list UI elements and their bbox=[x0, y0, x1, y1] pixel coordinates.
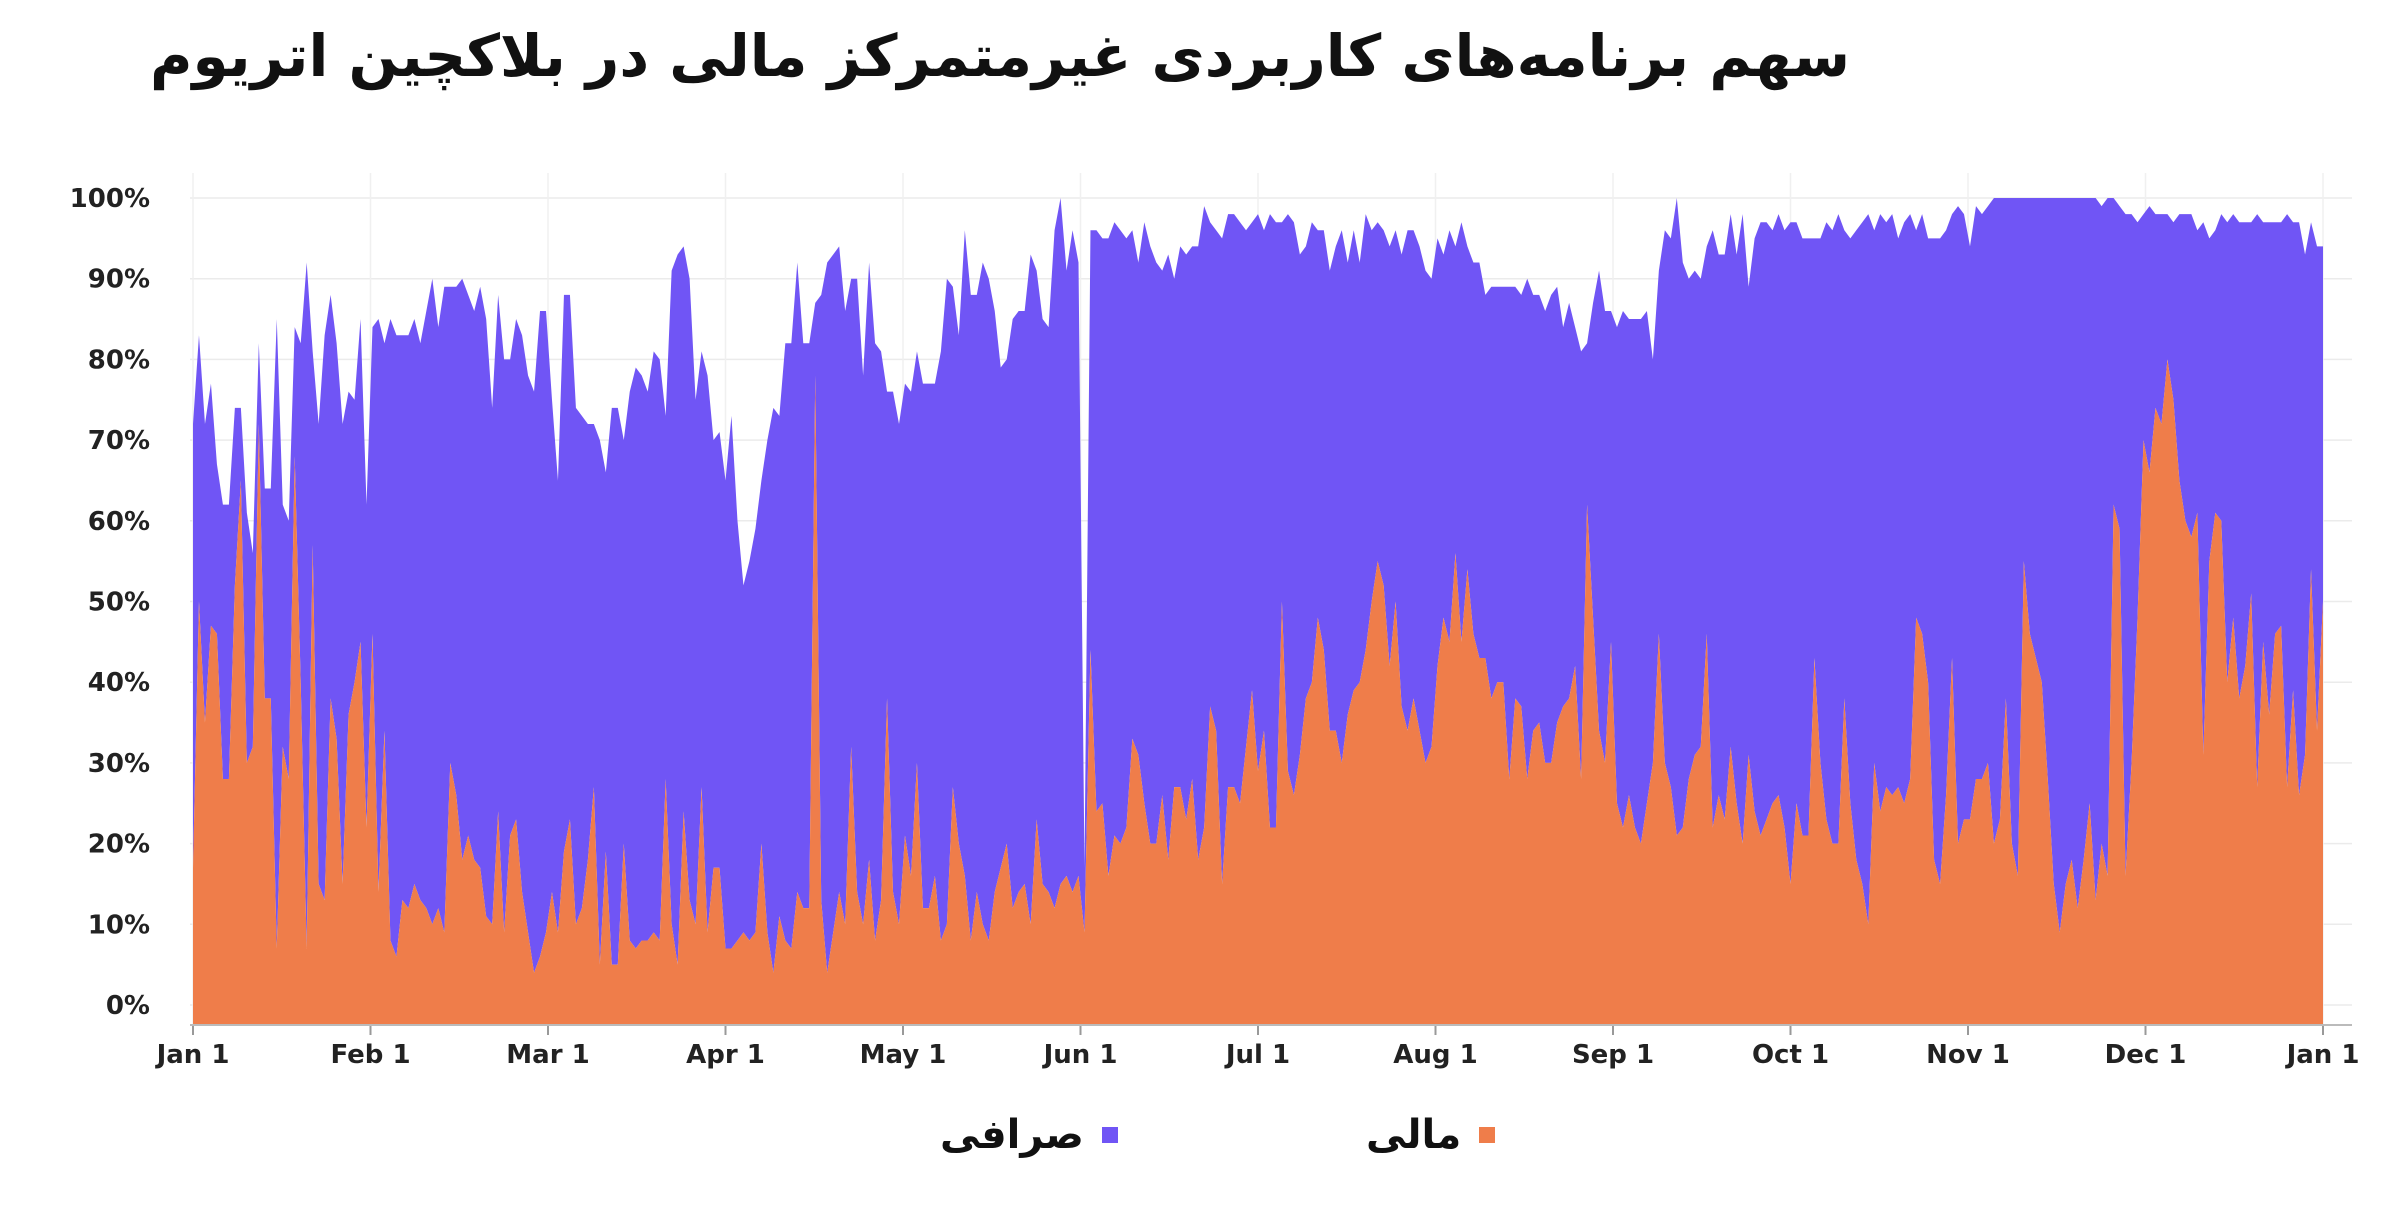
y-tick-label: 100% bbox=[70, 184, 150, 214]
chart-title: سهم برنامه‌های کاربردی غیرمتمرکز مالی در… bbox=[149, 22, 1851, 90]
y-tick-label: 30% bbox=[88, 749, 150, 779]
y-tick-label: 0% bbox=[106, 991, 150, 1021]
x-tick-label: Feb 1 bbox=[330, 1040, 410, 1070]
legend: صرافی مالی bbox=[0, 1112, 2400, 1172]
x-tick-label: Jan 1 bbox=[2285, 1040, 2360, 1070]
legend-swatch-finance bbox=[1479, 1127, 1496, 1143]
legend-item-finance[interactable]: مالی bbox=[1366, 1112, 1496, 1158]
y-tick-label: 20% bbox=[88, 830, 150, 860]
x-tick-label: Jan 1 bbox=[155, 1040, 230, 1070]
x-tick-label: Jul 1 bbox=[1224, 1040, 1290, 1070]
area-series bbox=[193, 198, 2323, 1025]
series-area-finance bbox=[193, 359, 2323, 1025]
y-tick-label: 70% bbox=[88, 426, 150, 456]
x-tick-label: Nov 1 bbox=[1926, 1040, 2010, 1070]
y-tick-label: 80% bbox=[88, 345, 150, 375]
x-tick-label: Dec 1 bbox=[2105, 1040, 2187, 1070]
series-area-exchange bbox=[193, 198, 2323, 973]
x-tick-label: Oct 1 bbox=[1752, 1040, 1829, 1070]
y-tick-label: 50% bbox=[88, 588, 150, 618]
legend-label-exchange: صرافی bbox=[940, 1112, 1084, 1158]
x-tick-label: Mar 1 bbox=[506, 1040, 589, 1070]
legend-swatch-exchange bbox=[1101, 1127, 1118, 1143]
y-tick-label: 10% bbox=[88, 910, 150, 940]
x-tick-label: Jun 1 bbox=[1042, 1040, 1118, 1070]
x-tick-label: May 1 bbox=[860, 1040, 947, 1070]
legend-item-exchange[interactable]: صرافی bbox=[940, 1112, 1118, 1158]
y-tick-label: 60% bbox=[88, 507, 150, 537]
axes: 0% 10% 20% 30% 40% 50% 60% 70% 80% 90% 100% Jan 1 Fe… bbox=[70, 184, 2360, 1070]
y-tick-label: 40% bbox=[88, 668, 150, 698]
legend-label-finance: مالی bbox=[1366, 1112, 1462, 1158]
x-tick-label: Sep 1 bbox=[1572, 1040, 1654, 1070]
y-tick-label: 90% bbox=[88, 265, 150, 295]
x-tick-label: Apr 1 bbox=[686, 1040, 765, 1070]
x-tick-label: Aug 1 bbox=[1393, 1040, 1477, 1070]
